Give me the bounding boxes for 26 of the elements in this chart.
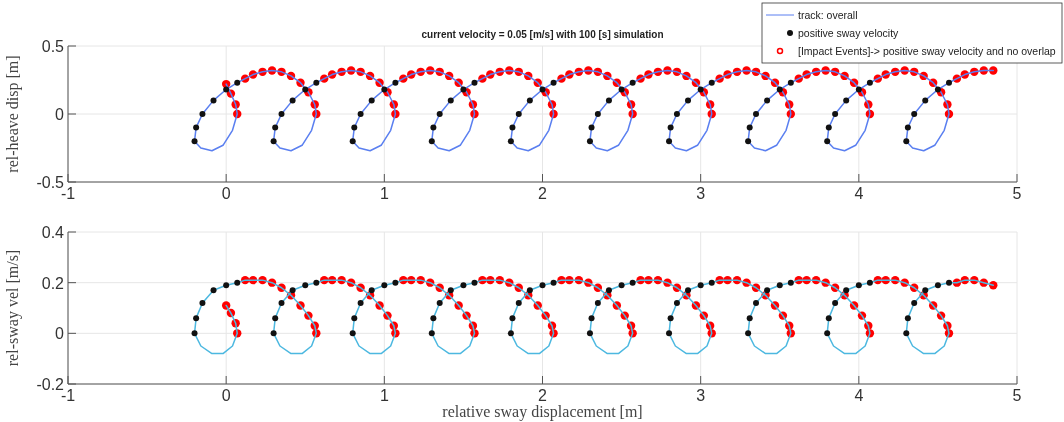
x-tick-label: 4 <box>854 387 864 404</box>
x-tick-label: 1 <box>379 387 389 404</box>
x-tick-label: 5 <box>1012 387 1022 404</box>
x-tick-label: 4 <box>854 185 864 202</box>
legend-label: positive sway velocity <box>798 26 900 39</box>
y-tick-label: 0 <box>55 325 65 343</box>
x-tick-label: 2 <box>538 185 548 202</box>
chart-title: current velocity = 0.05 [m/s] with 100 [s] simulation <box>421 29 664 40</box>
y-tick-label: 0.5 <box>41 38 65 55</box>
x-tick-label: 0 <box>221 387 231 404</box>
x-tick-label: 0 <box>221 185 231 202</box>
y-tick-label: -0.2 <box>36 376 65 393</box>
y-tick-label: -0.5 <box>36 174 65 191</box>
legend-label: [Impact Events]-> positive sway velocity and no overlap <box>798 44 1056 57</box>
x-tick-label: 1 <box>379 185 389 202</box>
x-tick-label: 3 <box>696 185 706 202</box>
legend-label: track: overall <box>798 8 858 21</box>
x-tick-label: 3 <box>696 387 706 404</box>
y-tick-label: 0 <box>55 106 65 123</box>
x-tick-label: 5 <box>1012 185 1022 202</box>
x-tick-label: 2 <box>538 387 548 404</box>
y-axis-title: rel-sway vel [m/s] <box>4 249 22 367</box>
y-axis-title: rel-heave disp [m] <box>4 55 22 173</box>
y-tick-label: 0.2 <box>41 274 65 292</box>
y-tick-label: 0.4 <box>41 224 65 241</box>
x-axis-title: relative sway displacement [m] <box>442 403 643 421</box>
